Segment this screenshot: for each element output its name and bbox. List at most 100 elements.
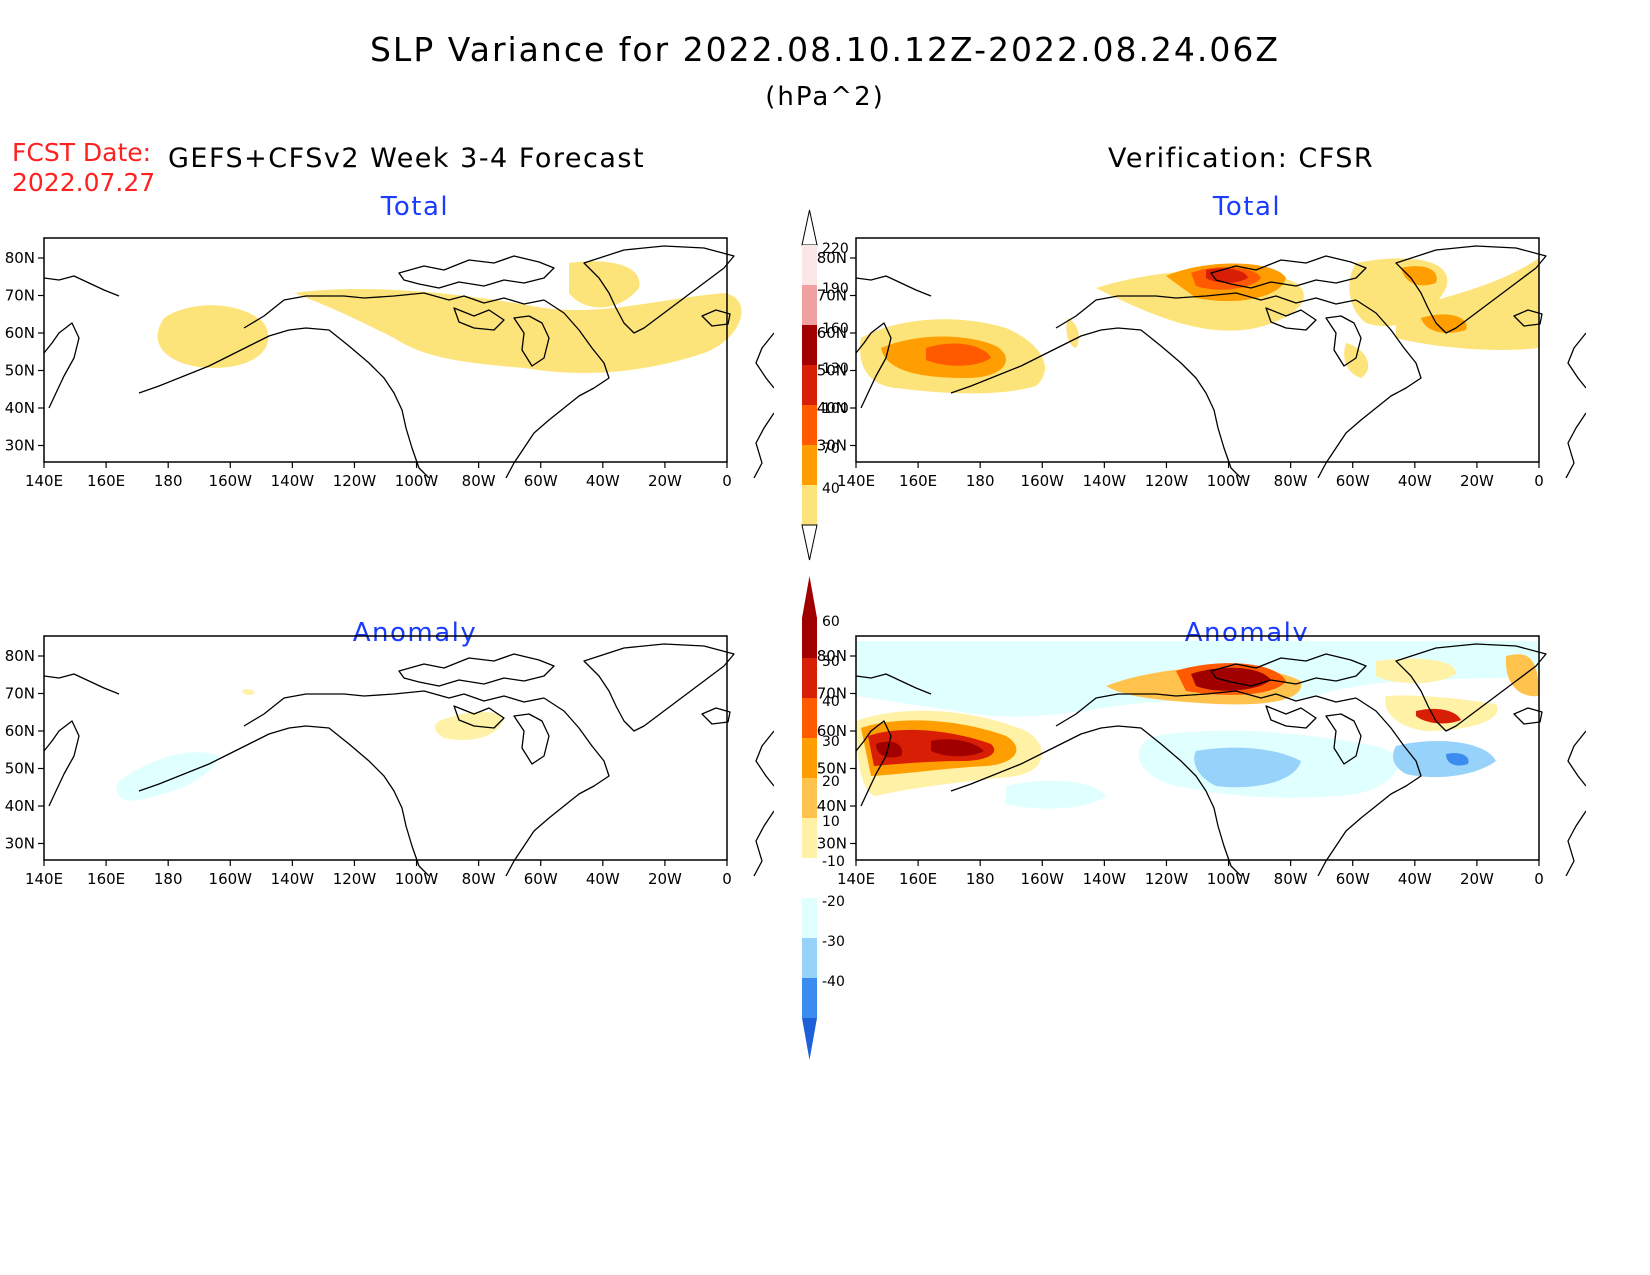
lon-label-verif-anomaly: 160W: [1021, 870, 1065, 888]
contour-fcst-total-aleutian: [157, 305, 269, 368]
lon-label-verif-total: 120W: [1145, 472, 1189, 490]
lat-label-verif-total: 60N: [817, 324, 847, 342]
colorbar-anomaly-swatch: [802, 938, 817, 978]
colorbar-total-label: 160: [822, 321, 849, 337]
lat-label-fcst-total: 60N: [5, 324, 35, 342]
lat-label-fcst-total: 80N: [5, 249, 35, 267]
lon-label-verif-anomaly: 0: [1534, 870, 1544, 888]
colorbar-anomaly-swatch: [802, 978, 817, 1018]
contour-verif-anomaly-lightblue-2: [1393, 741, 1496, 778]
colorbar-total-swatch: [802, 445, 817, 485]
colorbar-anomaly-label: -40: [822, 974, 845, 990]
colorbar-total-label: 40: [822, 481, 840, 497]
contour-verif-anomaly-europe: [1505, 654, 1539, 697]
lon-label-fcst-total: 140W: [271, 472, 315, 490]
lon-label-fcst-anomaly: 180: [154, 870, 183, 888]
lon-label-verif-anomaly: 140W: [1083, 870, 1127, 888]
colorbar-anomaly-swatch: [802, 618, 817, 658]
lon-label-fcst-total: 40W: [586, 472, 620, 490]
colorbar-total: 220 190 160 130 100 70 40: [801, 209, 849, 561]
units-label: (hPa^2): [765, 82, 885, 112]
colorbar-total-swatch: [802, 405, 817, 445]
lat-label-fcst-total: 30N: [5, 437, 35, 455]
lon-label-fcst-anomaly: 100W: [395, 870, 439, 888]
colorbar-anomaly: 60 50 40 30 20 10 -10 -20 -30 -40: [802, 576, 845, 1060]
contour-verif-anomaly-pacific-60b: [876, 741, 902, 758]
lon-label-verif-anomaly: 180: [966, 870, 995, 888]
forecast-column-header: GEFS+CFSv2 Week 3-4 Forecast: [168, 143, 646, 174]
contour-fcst-anomaly-positive: [434, 711, 504, 740]
lon-label-verif-anomaly: 60W: [1336, 870, 1370, 888]
frame-fcst-total: [43, 237, 728, 463]
colorbar-anomaly-label: 40: [822, 694, 840, 710]
lon-label-fcst-total: 60W: [524, 472, 558, 490]
frame-fcst-anomaly: [43, 635, 728, 861]
colorbar-anomaly-neutral: [802, 858, 817, 898]
lon-label-verif-total: 160W: [1021, 472, 1065, 490]
lon-label-fcst-anomaly: 120W: [333, 870, 377, 888]
lat-label-fcst-total: 50N: [5, 362, 35, 380]
lon-label-fcst-anomaly: 160E: [87, 870, 125, 888]
verification-column-header: Verification: CFSR: [1108, 143, 1375, 174]
lon-label-fcst-anomaly: 0: [722, 870, 732, 888]
lon-label-fcst-anomaly: 80W: [462, 870, 496, 888]
contour-verif-anomaly-lightblue: [1194, 747, 1301, 788]
lat-label-verif-anomaly: 60N: [817, 722, 847, 740]
lon-label-fcst-total: 20W: [648, 472, 682, 490]
colorbar-total-swatch: [802, 245, 817, 285]
colorbar-anomaly-label: 20: [822, 774, 840, 790]
lon-label-verif-anomaly: 20W: [1460, 870, 1494, 888]
lat-label-fcst-anomaly: 30N: [5, 835, 35, 853]
colorbar-total-label: 130: [822, 361, 849, 377]
contour-verif-anomaly-blue: [1446, 753, 1469, 766]
lon-label-verif-anomaly: 160E: [899, 870, 937, 888]
lat-label-verif-anomaly: 80N: [817, 647, 847, 665]
colorbar-total-label: 100: [822, 401, 849, 417]
panel-fcst-total: [43, 237, 774, 478]
contour-fcst-total-greenland: [569, 261, 640, 308]
panel-verif-total: [855, 237, 1586, 478]
colorbar-anomaly-label: 30: [822, 734, 840, 750]
lat-label-fcst-total: 70N: [5, 287, 35, 305]
lon-label-fcst-total: 100W: [395, 472, 439, 490]
lon-label-verif-total: 40W: [1398, 472, 1432, 490]
panel-title-fcst-total: Total: [380, 192, 450, 222]
lon-label-verif-total: 20W: [1460, 472, 1494, 490]
lon-label-verif-anomaly: 40W: [1398, 870, 1432, 888]
lat-label-verif-total: 80N: [817, 249, 847, 267]
lon-label-fcst-anomaly: 40W: [586, 870, 620, 888]
lon-label-fcst-total: 80W: [462, 472, 496, 490]
contour-fcst-total-canada: [294, 288, 742, 373]
colorbar-anomaly-label: 50: [822, 654, 840, 670]
main-title: SLP Variance for 2022.08.10.12Z-2022.08.…: [369, 30, 1281, 69]
lat-label-verif-total: 40N: [817, 399, 847, 417]
panel-title-verif-total: Total: [1212, 192, 1282, 222]
lon-label-fcst-anomaly: 140E: [25, 870, 63, 888]
colorbar-total-label: 220: [822, 241, 849, 257]
lon-label-fcst-total: 0: [722, 472, 732, 490]
lon-label-verif-total: 60W: [1336, 472, 1370, 490]
lon-label-fcst-total: 140E: [25, 472, 63, 490]
lat-label-verif-anomaly: 70N: [817, 685, 847, 703]
panel-title-fcst-anomaly: Anomaly: [352, 618, 478, 648]
lon-label-verif-total: 80W: [1274, 472, 1308, 490]
lon-label-verif-total: 160E: [899, 472, 937, 490]
colorbar-anomaly-label: -20: [822, 894, 845, 910]
lon-label-fcst-anomaly: 20W: [648, 870, 682, 888]
lat-label-verif-anomaly: 30N: [817, 835, 847, 853]
lon-label-verif-total: 140E: [837, 472, 875, 490]
colorbar-total-bottom-arrow: [801, 524, 818, 561]
contour-verif-total-alaska: [1066, 318, 1079, 348]
colorbar-total-top-arrow: [801, 209, 818, 246]
contour-verif-anomaly-greenland: [1376, 658, 1456, 684]
colorbar-total-swatch: [802, 485, 817, 525]
lon-label-verif-anomaly: 120W: [1145, 870, 1189, 888]
colorbar-anomaly-swatch: [802, 738, 817, 778]
colorbar-total-swatch: [802, 325, 817, 365]
lon-label-verif-total: 140W: [1083, 472, 1127, 490]
colorbar-anomaly-label: -10: [822, 854, 845, 870]
lon-label-verif-total: 100W: [1207, 472, 1251, 490]
colorbar-anomaly-label: 60: [822, 614, 840, 630]
lat-label-fcst-anomaly: 80N: [5, 647, 35, 665]
colorbar-anomaly-swatch: [802, 898, 817, 938]
